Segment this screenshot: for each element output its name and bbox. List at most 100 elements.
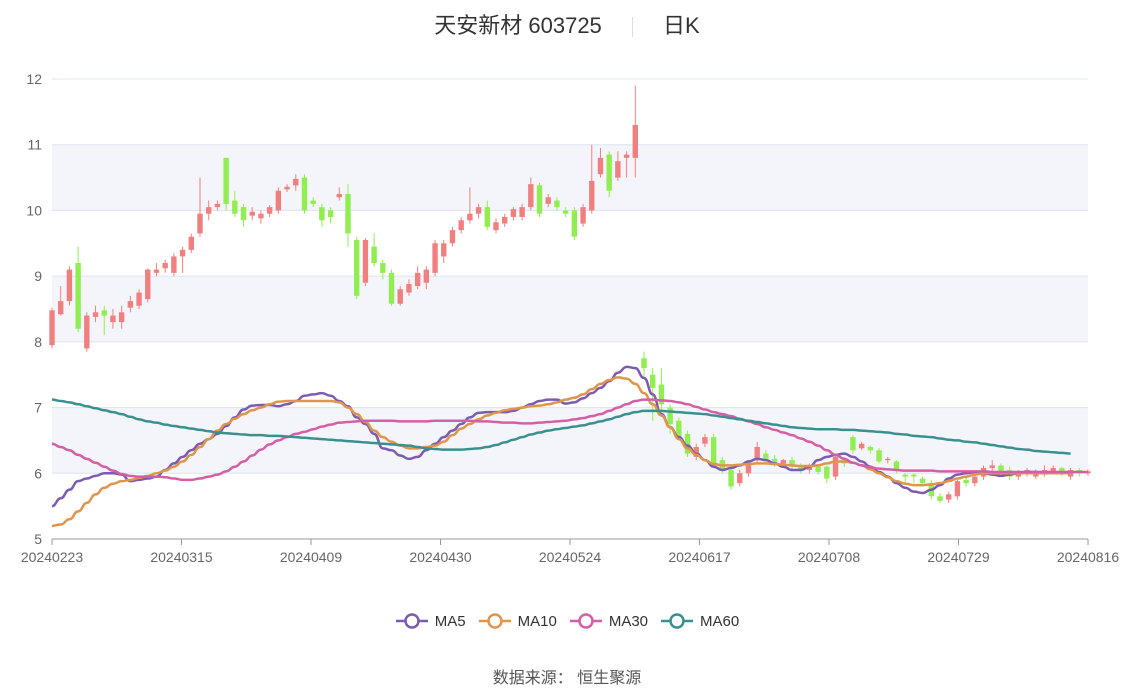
candle-body xyxy=(118,312,125,323)
chart-title: 天安新材 603725 日K xyxy=(0,8,1134,40)
candle xyxy=(388,269,395,306)
legend-label: MA5 xyxy=(434,612,466,630)
candle-body xyxy=(998,465,1004,472)
candle-body xyxy=(354,240,360,296)
y-tick-label: 12 xyxy=(26,71,42,87)
candle xyxy=(354,236,360,300)
candle-body xyxy=(1050,468,1056,472)
candle-body xyxy=(902,474,908,477)
candle-body xyxy=(658,384,665,405)
x-tick-label: 20240524 xyxy=(539,549,602,565)
candle-body xyxy=(319,207,325,221)
x-axis: 20240223 20240315 20240409 20240430 20240524… xyxy=(21,538,1119,565)
candle xyxy=(467,187,473,224)
candle xyxy=(153,263,160,277)
y-tick-label: 7 xyxy=(34,400,42,416)
candle-body xyxy=(667,407,673,424)
y-axis: 5 6 7 8 9 10 11 12 xyxy=(26,71,42,547)
candle xyxy=(885,456,891,464)
candle-body xyxy=(58,301,64,315)
data-source: 数据来源： 恒生聚源 xyxy=(492,670,642,687)
candle xyxy=(763,450,769,461)
legend-item-ma60[interactable]: MA60 xyxy=(660,612,739,630)
candle-body xyxy=(49,310,55,346)
candle xyxy=(414,266,421,290)
candle xyxy=(641,351,647,378)
candle xyxy=(815,465,821,475)
legend-item-ma5[interactable]: MA5 xyxy=(395,612,466,630)
period-label: 日K xyxy=(663,13,700,38)
candle-body xyxy=(371,246,377,263)
x-tick-label: 20240729 xyxy=(927,549,990,565)
candle xyxy=(493,218,499,234)
candle-body xyxy=(214,203,221,208)
candle-body xyxy=(66,269,73,302)
candle xyxy=(319,203,325,227)
candle-body xyxy=(380,263,386,273)
candle-body xyxy=(493,222,499,231)
candle xyxy=(702,433,708,447)
candle-body xyxy=(536,185,543,214)
candle-body xyxy=(876,450,882,462)
candle-body xyxy=(127,301,134,308)
legend-label: MA10 xyxy=(517,612,557,630)
candle-body xyxy=(963,479,969,484)
candle xyxy=(371,233,377,267)
candle-body xyxy=(301,177,308,211)
candle-body xyxy=(545,197,551,204)
candle xyxy=(867,445,874,454)
grid-band xyxy=(52,407,1088,474)
candle xyxy=(327,207,334,224)
candle-body xyxy=(798,466,804,470)
candle xyxy=(449,226,456,247)
grid-band xyxy=(52,144,1088,211)
legend-item-ma30[interactable]: MA30 xyxy=(569,612,648,630)
candle xyxy=(876,448,882,464)
candle-body xyxy=(754,447,760,461)
candle xyxy=(963,476,969,487)
candle-body xyxy=(650,374,656,388)
candle xyxy=(310,197,316,208)
legend-item-ma10[interactable]: MA10 xyxy=(478,612,557,630)
y-tick-label: 10 xyxy=(26,202,42,218)
candle-body xyxy=(693,447,699,457)
candle-body xyxy=(989,465,995,469)
candle-body xyxy=(441,243,447,257)
grid-band xyxy=(52,276,1088,342)
candle-body xyxy=(815,466,821,472)
candle-body xyxy=(684,433,691,454)
candle xyxy=(197,177,203,237)
candle-body xyxy=(641,358,647,369)
candle-body xyxy=(789,460,795,467)
plot-bands xyxy=(52,144,1088,474)
candle-body xyxy=(92,312,99,317)
ma-lines xyxy=(51,365,1088,528)
candle xyxy=(406,279,412,296)
candle xyxy=(223,157,229,211)
candle xyxy=(293,174,299,191)
candle-body xyxy=(702,437,708,444)
candle-body xyxy=(832,456,839,477)
candle-body xyxy=(562,210,569,214)
y-tick-label: 5 xyxy=(34,531,42,547)
candle-body xyxy=(911,474,917,477)
y-tick-label: 6 xyxy=(34,465,42,481)
candle-body xyxy=(406,284,412,293)
candle-body xyxy=(972,476,978,484)
candle-body xyxy=(75,263,81,329)
candle-body xyxy=(554,200,560,208)
candle xyxy=(832,454,839,480)
candle-body xyxy=(153,269,160,273)
candle-body xyxy=(397,289,403,304)
candle xyxy=(937,493,943,503)
candle xyxy=(623,151,630,178)
candle xyxy=(946,491,952,503)
candle-body xyxy=(188,236,194,250)
candle-body xyxy=(275,190,282,211)
candle xyxy=(58,286,64,316)
candle xyxy=(423,266,430,290)
candle xyxy=(475,203,482,219)
legend-marker-icon xyxy=(661,613,694,629)
